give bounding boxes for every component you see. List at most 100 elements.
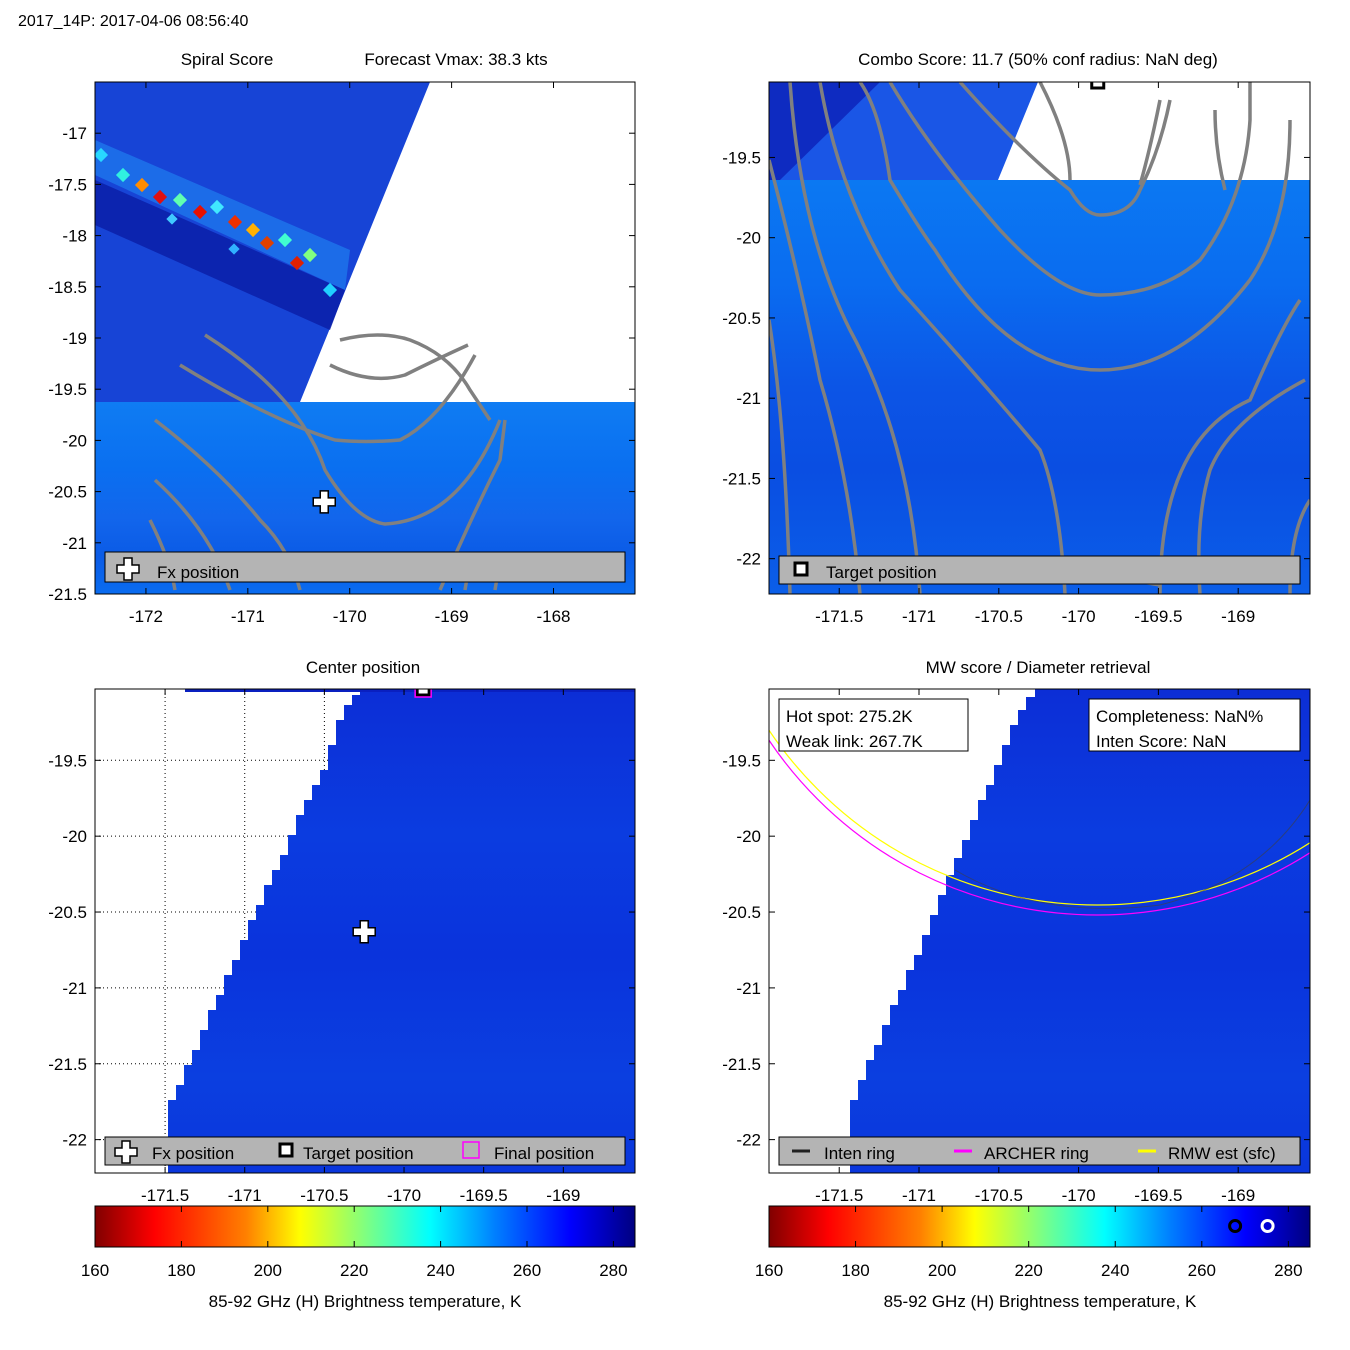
center-panel: Center position Fx position Target posit…: [48, 658, 636, 1205]
spiral-legend: Fx position: [104, 551, 626, 583]
mw-legend: Inten ring ARCHER ring RMW est (sfc): [778, 1136, 1301, 1166]
center-legend: Fx position Target position Final positi…: [104, 1136, 626, 1166]
colorbar-right-ticks: 160 180 200 220 240 260 280: [755, 1206, 1303, 1280]
spiral-swath-light-band: [95, 140, 350, 290]
spiral-title: Spiral Score: [181, 50, 274, 69]
x-tick-label: -169.5: [1134, 607, 1182, 626]
combo-axis-ticks: -171.5 -171 -170.5 -170 -169.5 -169 -19.5 -20 -2…: [722, 82, 1310, 626]
y-tick-label: -21: [736, 979, 761, 998]
center-target-marker: [415, 689, 431, 697]
colorbar-tick-label: 260: [513, 1261, 541, 1280]
colorbar-tick-label: 220: [1014, 1261, 1042, 1280]
mw-axes-frame: [768, 688, 1311, 1174]
x-tick-label: -169: [546, 1186, 580, 1205]
inten-ring: [954, 799, 1310, 909]
center-legend-final-label: Final position: [494, 1144, 594, 1163]
spiral-axis-ticks: -172 -171 -170 -169 -168 -17 -17.5 -18 -18.5 -19 -…: [48, 82, 635, 626]
x-tick-label: -170: [1062, 1186, 1096, 1205]
x-tick-label: -170: [1062, 607, 1096, 626]
mw-completeness: Completeness: NaN%: [1096, 707, 1263, 726]
y-tick-label: -20.5: [48, 903, 87, 922]
combo-legend: Target position: [778, 555, 1301, 585]
hot-spot-marker: [1260, 1219, 1275, 1233]
spiral-swath-dark-band: [95, 180, 345, 330]
mw-panel: MW score / Diameter retrieval Hot spot: …: [722, 658, 1311, 1205]
archer-ring: [769, 738, 1310, 916]
mw-swath: [850, 689, 1310, 1173]
colorbar-right-label: 85-92 GHz (H) Brightness temperature, K: [884, 1292, 1197, 1311]
colorbar-tick-label: 200: [254, 1261, 282, 1280]
target-position-icon: [278, 1142, 294, 1158]
center-axis-ticks: -171.5 -171 -170.5 -170 -169.5 -169 -19.5 -20 -2…: [48, 689, 635, 1205]
combo-lower-field: [769, 180, 1310, 594]
center-title: Center position: [306, 658, 420, 677]
mw-hot-spot: Hot spot: 275.2K: [786, 707, 913, 726]
y-tick-label: -21.5: [722, 469, 761, 488]
mw-hotspot-box: Hot spot: 275.2K Weak link: 267.7K: [778, 698, 969, 752]
y-tick-label: -21.5: [48, 1055, 87, 1074]
y-tick-label: -21: [62, 534, 87, 553]
final-position-icon: [462, 1141, 480, 1159]
rmw-ring: [769, 728, 1310, 906]
y-tick-label: -22: [62, 1131, 87, 1150]
y-tick-label: -20: [736, 827, 761, 846]
mw-legend-rmw-label: RMW est (sfc): [1168, 1144, 1276, 1163]
spiral-panel: Spiral Score Forecast Vmax: 38.3 kts: [48, 50, 636, 626]
y-tick-label: -18.5: [48, 278, 87, 297]
y-tick-label: -21.5: [48, 585, 87, 604]
y-tick-label: -20: [62, 827, 87, 846]
mw-legend-archer-label: ARCHER ring: [984, 1144, 1089, 1163]
x-tick-label: -168: [536, 607, 570, 626]
y-tick-label: -21.5: [722, 1055, 761, 1074]
colorbar-tick-label: 180: [167, 1261, 195, 1280]
x-tick-label: -171.5: [815, 1186, 863, 1205]
center-axes-frame: [94, 688, 636, 1174]
mw-inten-score: Inten Score: NaN: [1096, 732, 1226, 751]
y-tick-label: -17: [62, 124, 87, 143]
combo-target-marker: [1090, 82, 1106, 90]
mw-completeness-box: Completeness: NaN% Inten Score: NaN: [1088, 698, 1301, 752]
x-tick-label: -169: [1221, 607, 1255, 626]
x-tick-label: -170.5: [975, 1186, 1023, 1205]
y-tick-label: -22: [736, 550, 761, 569]
x-tick-label: -171: [228, 1186, 262, 1205]
weak-link-marker: [1228, 1219, 1243, 1233]
colorbar-tick-label: 260: [1188, 1261, 1216, 1280]
y-tick-label: -20: [62, 431, 87, 450]
x-tick-label: -169.5: [460, 1186, 508, 1205]
spiral-forecast-vmax: Forecast Vmax: 38.3 kts: [364, 50, 547, 69]
mw-title: MW score / Diameter retrieval: [926, 658, 1151, 677]
x-tick-label: -170.5: [975, 607, 1023, 626]
x-tick-label: -170: [333, 607, 367, 626]
center-final-marker: [414, 689, 432, 698]
y-tick-label: -19.5: [722, 751, 761, 770]
colorbar-tick-label: 160: [81, 1261, 109, 1280]
spiral-rainband-pixels: [95, 147, 338, 298]
center-legend-target-label: Target position: [303, 1144, 414, 1163]
colorbar-tick-label: 280: [599, 1261, 627, 1280]
y-tick-label: -20.5: [722, 309, 761, 328]
x-tick-label: -169: [435, 607, 469, 626]
x-tick-label: -171.5: [141, 1186, 189, 1205]
y-tick-label: -19.5: [48, 751, 87, 770]
colorbar-tick-label: 240: [1101, 1261, 1129, 1280]
combo-panel: Combo Score: 11.7 (50% conf radius: NaN …: [722, 50, 1311, 626]
spiral-fx-marker: [312, 490, 336, 514]
y-tick-label: -19: [62, 329, 87, 348]
center-fx-marker: [352, 920, 376, 944]
x-tick-label: -171: [902, 1186, 936, 1205]
x-tick-label: -171: [902, 607, 936, 626]
y-tick-label: -21: [736, 389, 761, 408]
y-tick-label: -20: [736, 229, 761, 248]
colorbar-left-label: 85-92 GHz (H) Brightness temperature, K: [209, 1292, 522, 1311]
center-swath: [168, 689, 635, 1173]
colorbar-tick-label: 220: [340, 1261, 368, 1280]
colorbar-left-ticks: 160 180 200 220 240 260 280: [81, 1206, 628, 1280]
colorbar-tick-label: 180: [841, 1261, 869, 1280]
colorbar-tick-label: 200: [928, 1261, 956, 1280]
mw-weak-link: Weak link: 267.7K: [786, 732, 923, 751]
center-top-strip: [185, 689, 635, 692]
y-tick-label: -17.5: [48, 175, 87, 194]
x-tick-label: -170.5: [300, 1186, 348, 1205]
fx-position-icon: [116, 557, 140, 581]
